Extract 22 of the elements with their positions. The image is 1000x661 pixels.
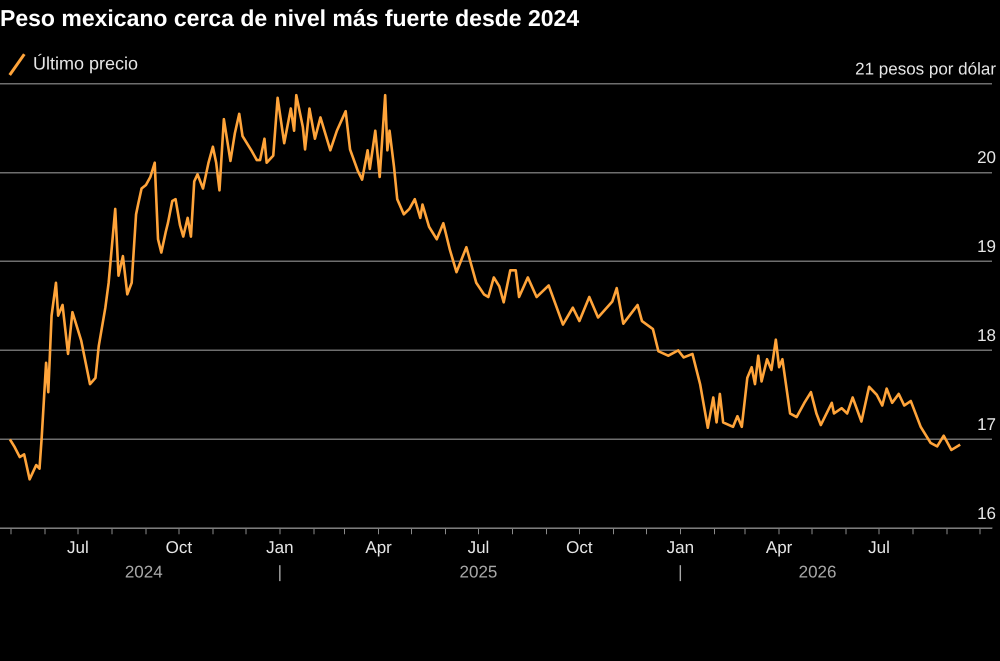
x-tick-label: Jul: [468, 538, 490, 558]
legend-label: Último precio: [33, 54, 138, 74]
x-tick-label: Oct: [566, 538, 593, 558]
x-tick-label: Jan: [266, 538, 294, 558]
x-tick-label: Jul: [67, 538, 89, 558]
chart-title: Peso mexicano cerca de nivel más fuerte desde 2024: [0, 5, 580, 32]
x2-tick-label: |: [678, 562, 683, 582]
x2-tick-label: 2024: [124, 562, 163, 582]
x-tick-label: Jul: [868, 538, 890, 558]
x-tick-label: Oct: [166, 538, 192, 558]
y-tick-label: 20: [977, 148, 996, 168]
x-tick-label: Apr: [365, 538, 392, 558]
x2-tick-label: |: [278, 562, 282, 582]
x-tick-label: Apr: [766, 538, 793, 558]
x-tick-label: Jan: [666, 538, 694, 558]
x2-tick-label: 2025: [460, 562, 498, 582]
x2-tick-label: 2026: [798, 562, 836, 582]
y-tick-label: 18: [977, 326, 996, 346]
y-tick-label: 21 pesos por dólar: [855, 59, 996, 78]
y-tick-label: 19: [977, 237, 996, 256]
y-tick-label: 16: [977, 504, 996, 523]
y-tick-label: 17: [977, 414, 996, 434]
